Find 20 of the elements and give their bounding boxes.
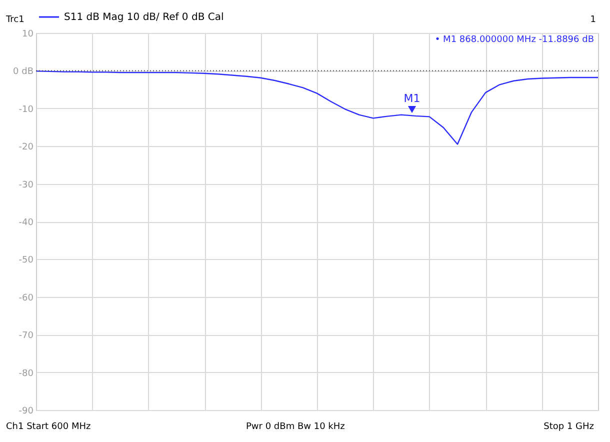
y-tick-label: -20 (18, 142, 34, 153)
text: 1 (590, 15, 596, 25)
text: Trc1 (5, 15, 24, 25)
y-tick-label: -90 (18, 406, 34, 416)
y-tick-label: -40 (18, 218, 34, 228)
text: Pwr 0 dBm Bw 10 kHz (246, 422, 346, 432)
annotation: M1 (404, 92, 420, 105)
y-tick-label: -60 (18, 293, 34, 304)
y-tick-label: -30 (18, 180, 34, 190)
line-series (36, 70, 598, 145)
y-tick-label: -10 (18, 104, 34, 115)
legend-label: S11 dB Mag 10 dB/ Ref 0 dB Cal (64, 12, 224, 23)
y-tick-label: -80 (18, 368, 34, 379)
y-tick-label: 0 dB (13, 67, 34, 78)
text: Ch1 Start 600 MHz (6, 422, 91, 432)
y-tick-label: 10 (22, 30, 34, 40)
text: Stop 1 GHz (544, 422, 594, 432)
annotation: • M1 868.000000 MHz -11.8896 dB (434, 35, 594, 45)
y-tick-label: -50 (18, 256, 34, 266)
y-tick-label: -70 (18, 331, 34, 342)
